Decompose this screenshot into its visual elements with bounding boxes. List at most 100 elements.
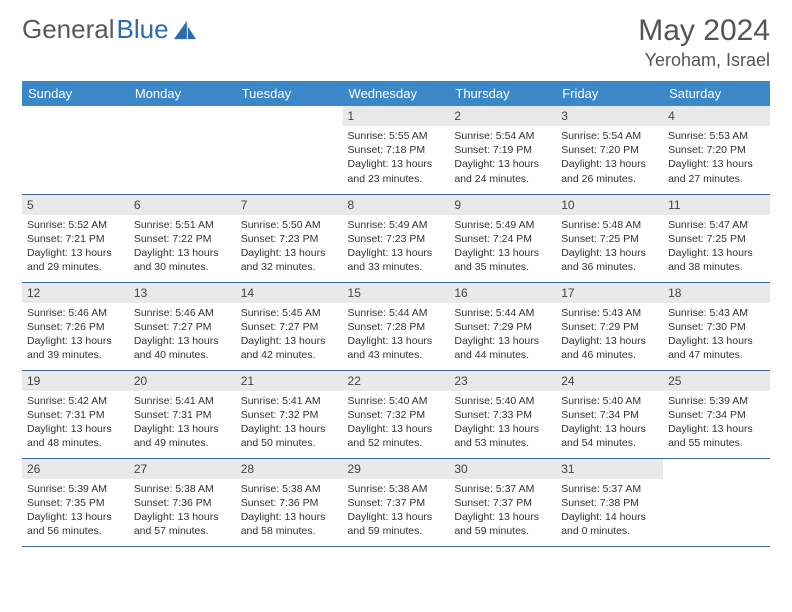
month-title: May 2024 — [638, 14, 770, 48]
brand-part1: General — [22, 14, 115, 45]
calendar-cell: 28Sunrise: 5:38 AMSunset: 7:36 PMDayligh… — [236, 458, 343, 546]
brand-logo: GeneralBlue — [22, 14, 196, 45]
day-info: Sunrise: 5:49 AMSunset: 7:23 PMDaylight:… — [343, 215, 450, 279]
calendar-cell-empty — [236, 106, 343, 194]
weekday-header: Monday — [129, 81, 236, 106]
day-info: Sunrise: 5:38 AMSunset: 7:37 PMDaylight:… — [343, 479, 450, 543]
calendar-cell: 21Sunrise: 5:41 AMSunset: 7:32 PMDayligh… — [236, 370, 343, 458]
day-info: Sunrise: 5:55 AMSunset: 7:18 PMDaylight:… — [343, 126, 450, 190]
calendar-cell: 4Sunrise: 5:53 AMSunset: 7:20 PMDaylight… — [663, 106, 770, 194]
page-header: GeneralBlue May 2024 Yeroham, Israel — [22, 14, 770, 71]
calendar-cell: 19Sunrise: 5:42 AMSunset: 7:31 PMDayligh… — [22, 370, 129, 458]
weekday-header-row: SundayMondayTuesdayWednesdayThursdayFrid… — [22, 81, 770, 106]
calendar-cell: 31Sunrise: 5:37 AMSunset: 7:38 PMDayligh… — [556, 458, 663, 546]
day-info: Sunrise: 5:48 AMSunset: 7:25 PMDaylight:… — [556, 215, 663, 279]
calendar-cell: 20Sunrise: 5:41 AMSunset: 7:31 PMDayligh… — [129, 370, 236, 458]
weekday-header: Thursday — [449, 81, 556, 106]
calendar-cell: 5Sunrise: 5:52 AMSunset: 7:21 PMDaylight… — [22, 194, 129, 282]
day-info: Sunrise: 5:40 AMSunset: 7:34 PMDaylight:… — [556, 391, 663, 455]
day-info: Sunrise: 5:44 AMSunset: 7:28 PMDaylight:… — [343, 303, 450, 367]
day-number: 13 — [129, 283, 236, 303]
day-info: Sunrise: 5:40 AMSunset: 7:33 PMDaylight:… — [449, 391, 556, 455]
weekday-header: Saturday — [663, 81, 770, 106]
calendar-cell: 18Sunrise: 5:43 AMSunset: 7:30 PMDayligh… — [663, 282, 770, 370]
day-info: Sunrise: 5:51 AMSunset: 7:22 PMDaylight:… — [129, 215, 236, 279]
calendar-cell-empty — [129, 106, 236, 194]
day-info: Sunrise: 5:37 AMSunset: 7:37 PMDaylight:… — [449, 479, 556, 543]
day-info: Sunrise: 5:54 AMSunset: 7:20 PMDaylight:… — [556, 126, 663, 190]
day-info: Sunrise: 5:38 AMSunset: 7:36 PMDaylight:… — [129, 479, 236, 543]
calendar-cell: 22Sunrise: 5:40 AMSunset: 7:32 PMDayligh… — [343, 370, 450, 458]
calendar-cell: 26Sunrise: 5:39 AMSunset: 7:35 PMDayligh… — [22, 458, 129, 546]
day-number: 1 — [343, 106, 450, 126]
calendar-cell: 13Sunrise: 5:46 AMSunset: 7:27 PMDayligh… — [129, 282, 236, 370]
day-number: 29 — [343, 459, 450, 479]
calendar-cell-empty — [22, 106, 129, 194]
calendar-cell: 14Sunrise: 5:45 AMSunset: 7:27 PMDayligh… — [236, 282, 343, 370]
day-number: 5 — [22, 195, 129, 215]
day-number: 16 — [449, 283, 556, 303]
calendar-cell: 11Sunrise: 5:47 AMSunset: 7:25 PMDayligh… — [663, 194, 770, 282]
day-number: 26 — [22, 459, 129, 479]
day-number: 9 — [449, 195, 556, 215]
day-info: Sunrise: 5:46 AMSunset: 7:27 PMDaylight:… — [129, 303, 236, 367]
day-info: Sunrise: 5:44 AMSunset: 7:29 PMDaylight:… — [449, 303, 556, 367]
day-number: 28 — [236, 459, 343, 479]
day-info: Sunrise: 5:53 AMSunset: 7:20 PMDaylight:… — [663, 126, 770, 190]
day-number: 18 — [663, 283, 770, 303]
location-label: Yeroham, Israel — [638, 50, 770, 71]
calendar-body: 1Sunrise: 5:55 AMSunset: 7:18 PMDaylight… — [22, 106, 770, 546]
day-info: Sunrise: 5:43 AMSunset: 7:30 PMDaylight:… — [663, 303, 770, 367]
calendar-cell: 3Sunrise: 5:54 AMSunset: 7:20 PMDaylight… — [556, 106, 663, 194]
day-number: 20 — [129, 371, 236, 391]
calendar-row: 5Sunrise: 5:52 AMSunset: 7:21 PMDaylight… — [22, 194, 770, 282]
calendar-cell-empty — [663, 458, 770, 546]
day-info: Sunrise: 5:47 AMSunset: 7:25 PMDaylight:… — [663, 215, 770, 279]
day-number: 17 — [556, 283, 663, 303]
calendar-row: 19Sunrise: 5:42 AMSunset: 7:31 PMDayligh… — [22, 370, 770, 458]
title-block: May 2024 Yeroham, Israel — [638, 14, 770, 71]
day-number: 3 — [556, 106, 663, 126]
day-info: Sunrise: 5:41 AMSunset: 7:31 PMDaylight:… — [129, 391, 236, 455]
calendar-cell: 23Sunrise: 5:40 AMSunset: 7:33 PMDayligh… — [449, 370, 556, 458]
calendar-row: 26Sunrise: 5:39 AMSunset: 7:35 PMDayligh… — [22, 458, 770, 546]
calendar-cell: 12Sunrise: 5:46 AMSunset: 7:26 PMDayligh… — [22, 282, 129, 370]
weekday-header: Tuesday — [236, 81, 343, 106]
day-number: 23 — [449, 371, 556, 391]
day-number: 30 — [449, 459, 556, 479]
day-info: Sunrise: 5:50 AMSunset: 7:23 PMDaylight:… — [236, 215, 343, 279]
day-number: 31 — [556, 459, 663, 479]
weekday-header: Friday — [556, 81, 663, 106]
day-number: 10 — [556, 195, 663, 215]
day-info: Sunrise: 5:40 AMSunset: 7:32 PMDaylight:… — [343, 391, 450, 455]
day-info: Sunrise: 5:39 AMSunset: 7:34 PMDaylight:… — [663, 391, 770, 455]
calendar-cell: 25Sunrise: 5:39 AMSunset: 7:34 PMDayligh… — [663, 370, 770, 458]
calendar-cell: 1Sunrise: 5:55 AMSunset: 7:18 PMDaylight… — [343, 106, 450, 194]
calendar-cell: 27Sunrise: 5:38 AMSunset: 7:36 PMDayligh… — [129, 458, 236, 546]
calendar-cell: 15Sunrise: 5:44 AMSunset: 7:28 PMDayligh… — [343, 282, 450, 370]
calendar-cell: 2Sunrise: 5:54 AMSunset: 7:19 PMDaylight… — [449, 106, 556, 194]
calendar-cell: 16Sunrise: 5:44 AMSunset: 7:29 PMDayligh… — [449, 282, 556, 370]
day-info: Sunrise: 5:54 AMSunset: 7:19 PMDaylight:… — [449, 126, 556, 190]
calendar-cell: 7Sunrise: 5:50 AMSunset: 7:23 PMDaylight… — [236, 194, 343, 282]
day-number: 7 — [236, 195, 343, 215]
calendar-cell: 24Sunrise: 5:40 AMSunset: 7:34 PMDayligh… — [556, 370, 663, 458]
day-info: Sunrise: 5:39 AMSunset: 7:35 PMDaylight:… — [22, 479, 129, 543]
day-number: 4 — [663, 106, 770, 126]
calendar-cell: 8Sunrise: 5:49 AMSunset: 7:23 PMDaylight… — [343, 194, 450, 282]
calendar-cell: 17Sunrise: 5:43 AMSunset: 7:29 PMDayligh… — [556, 282, 663, 370]
day-info: Sunrise: 5:49 AMSunset: 7:24 PMDaylight:… — [449, 215, 556, 279]
brand-part2: Blue — [117, 14, 169, 45]
day-number: 11 — [663, 195, 770, 215]
calendar-row: 1Sunrise: 5:55 AMSunset: 7:18 PMDaylight… — [22, 106, 770, 194]
day-number: 6 — [129, 195, 236, 215]
calendar-row: 12Sunrise: 5:46 AMSunset: 7:26 PMDayligh… — [22, 282, 770, 370]
calendar-table: SundayMondayTuesdayWednesdayThursdayFrid… — [22, 81, 770, 547]
day-number: 27 — [129, 459, 236, 479]
day-number: 12 — [22, 283, 129, 303]
day-info: Sunrise: 5:38 AMSunset: 7:36 PMDaylight:… — [236, 479, 343, 543]
calendar-cell: 30Sunrise: 5:37 AMSunset: 7:37 PMDayligh… — [449, 458, 556, 546]
day-info: Sunrise: 5:52 AMSunset: 7:21 PMDaylight:… — [22, 215, 129, 279]
day-number: 2 — [449, 106, 556, 126]
day-info: Sunrise: 5:45 AMSunset: 7:27 PMDaylight:… — [236, 303, 343, 367]
